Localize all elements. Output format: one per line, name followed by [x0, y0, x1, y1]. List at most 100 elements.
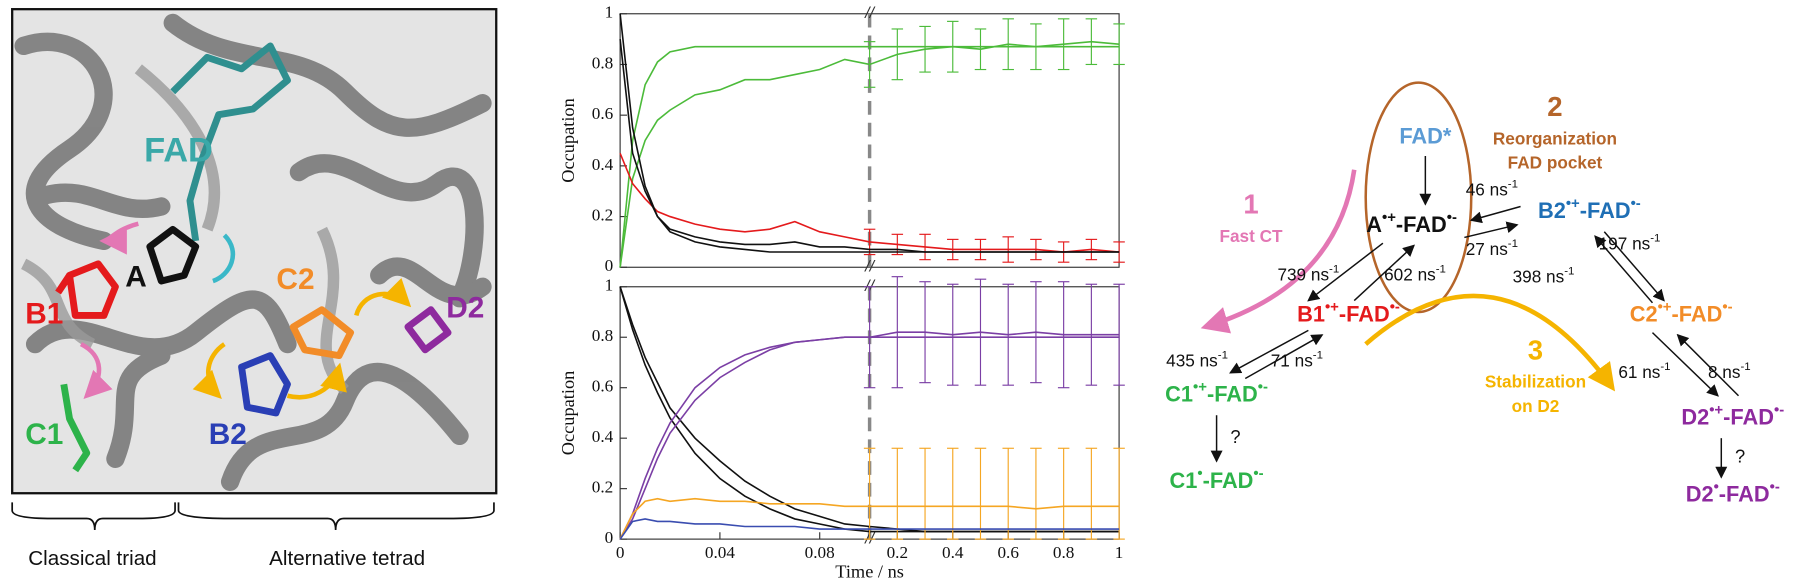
- error-bar: [863, 447, 876, 540]
- group-label: Classical triad: [28, 547, 156, 570]
- error-bar: [947, 238, 959, 261]
- residue-label: C1: [25, 418, 63, 451]
- error-bar: [919, 233, 931, 261]
- node-sup1: •+: [1566, 196, 1580, 212]
- x-tick-label: 1: [1115, 543, 1124, 562]
- x-tick-label: 0.6: [997, 543, 1019, 562]
- error-bar: [1002, 18, 1014, 71]
- error-bar: [891, 447, 904, 540]
- break-mark: //: [864, 4, 875, 22]
- node-mid: -FAD: [1396, 212, 1447, 237]
- rate-exponent: -1: [1508, 178, 1518, 190]
- rate-exponent: -1: [1564, 266, 1574, 278]
- node-base: B1: [1297, 301, 1325, 326]
- y-tick-label: 0.2: [592, 478, 613, 497]
- error-bar: [1002, 447, 1014, 540]
- node-base: D2: [1686, 481, 1714, 506]
- node-sup2: •-: [1258, 380, 1268, 396]
- error-bar: [1002, 283, 1014, 386]
- node-sup2: •-: [1774, 403, 1784, 419]
- y-axis-label: Occupation: [558, 371, 578, 456]
- residue-label: C2: [276, 263, 314, 296]
- error-bar: [1113, 23, 1125, 66]
- rate-label: 46 ns-1: [1466, 178, 1518, 199]
- rate-label: 602 ns-1: [1384, 263, 1446, 284]
- step-number: 3: [1528, 334, 1543, 365]
- y-tick-label: 1: [605, 3, 614, 22]
- state-node: B1•+-FAD•-: [1297, 299, 1400, 326]
- node-mid: -FAD: [1719, 481, 1770, 506]
- y-tick-label: 0.4: [592, 155, 614, 174]
- rate-label: 61 ns-1: [1618, 361, 1670, 382]
- error-bar: [1085, 238, 1098, 261]
- rate-label: 398 ns-1: [1513, 266, 1575, 287]
- error-bar: [1085, 283, 1098, 386]
- y-tick-label: 0: [605, 528, 614, 547]
- y-tick-label: 0.6: [592, 104, 614, 123]
- node-base: A: [1366, 212, 1382, 237]
- error-bar: [947, 447, 959, 540]
- rate-exponent: -1: [1218, 349, 1228, 361]
- y-axis-label: Occupation: [558, 98, 578, 183]
- y-tick-label: 0.4: [592, 427, 614, 446]
- x-tick-label: 0.2: [887, 543, 908, 562]
- error-bar: [891, 28, 904, 81]
- node-sup1: •: [1197, 466, 1202, 482]
- node-sup1: •+: [1709, 403, 1723, 419]
- step-label: Reorganization: [1493, 128, 1617, 148]
- rate-value: 435 ns: [1166, 350, 1218, 370]
- rate-value: 602 ns: [1384, 264, 1436, 284]
- rate-value: 27 ns: [1466, 239, 1508, 259]
- rate-value: 739 ns: [1277, 264, 1329, 284]
- error-bar: [1057, 281, 1070, 389]
- x-tick-label: 0.4: [942, 543, 964, 562]
- node-sup2: •-: [1447, 210, 1457, 226]
- break-mark: //: [864, 277, 875, 295]
- step-number: 2: [1547, 91, 1562, 122]
- rate-exponent: -1: [1508, 238, 1518, 250]
- error-bar: [974, 238, 987, 261]
- error-bar: [1085, 18, 1098, 66]
- rate-label: 197 ns-1: [1599, 232, 1661, 253]
- x-tick-label: 0.8: [1053, 543, 1074, 562]
- node-mid: -FAD: [1339, 301, 1390, 326]
- y-tick-label: 0: [605, 256, 614, 275]
- state-node: A•+-FAD•-: [1366, 210, 1457, 237]
- error-bar: [1113, 447, 1125, 540]
- x-tick-label: 0: [616, 543, 625, 562]
- break-mark: //: [864, 257, 875, 275]
- rate-exponent: -1: [1329, 263, 1339, 275]
- error-bar: [1057, 447, 1070, 540]
- error-bar: [1030, 447, 1042, 540]
- error-bar: [919, 447, 931, 540]
- series-line: [619, 152, 1120, 253]
- residue-label: D2: [446, 292, 484, 325]
- error-bar: [1085, 447, 1098, 540]
- error-bar: [1057, 18, 1070, 71]
- node-base: C2: [1630, 301, 1658, 326]
- error-bar: [947, 283, 959, 386]
- state-node: B2•+-FAD•-: [1538, 196, 1641, 223]
- state-node: C1•-FAD•-: [1170, 466, 1264, 493]
- error-bar: [863, 228, 876, 256]
- error-bar: [1002, 236, 1014, 263]
- diagram-arrows: [1200, 81, 1740, 479]
- node-sup2: •-: [1253, 466, 1263, 482]
- node-sup2: •-: [1390, 299, 1400, 315]
- y-tick-label: 0.6: [592, 377, 614, 396]
- rate-exponent: -1: [1313, 349, 1323, 361]
- series-line: [619, 518, 1120, 540]
- node-base: C1: [1170, 468, 1198, 493]
- residue-label: B2: [209, 418, 247, 451]
- step-label: on D2: [1512, 396, 1560, 416]
- y-tick-label: 0.8: [592, 53, 613, 72]
- step-label: Fast CT: [1219, 226, 1283, 246]
- error-bar: [1113, 283, 1125, 386]
- node-sup2: •-: [1631, 196, 1641, 212]
- error-bar: [919, 281, 931, 384]
- error-bar: [891, 276, 904, 389]
- residue-label: FAD: [144, 132, 213, 170]
- error-bar: [919, 25, 931, 73]
- rate-value: 398 ns: [1513, 266, 1565, 286]
